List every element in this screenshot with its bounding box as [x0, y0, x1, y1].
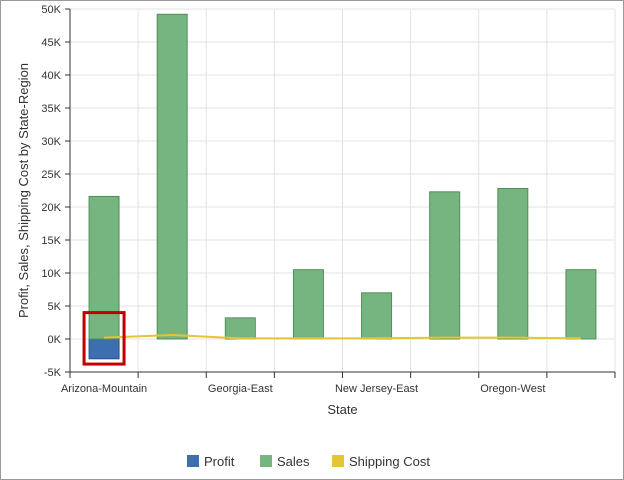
line-shipping-cost[interactable]: [104, 334, 581, 340]
y-tick-labels: -5K 0K 5K 10K 15K 20K 25K 30K 35K 40K 45K 50K: [41, 4, 61, 379]
y-tick-label: 45K: [41, 37, 61, 49]
bar-sales[interactable]: [88, 195, 120, 340]
y-tick-label: 25K: [41, 169, 61, 181]
y-axis-title: Profit, Sales, Shipping Cost by State-Re…: [16, 63, 31, 318]
x-tick-label: New Jersey-East: [335, 383, 418, 395]
x-tick-labels: Arizona-Mountain Georgia-East New Jersey-E…: [61, 383, 545, 395]
legend-swatch-shipping-cost[interactable]: [332, 455, 344, 467]
chart-axes: [65, 8, 616, 378]
legend-label[interactable]: Shipping Cost: [349, 454, 430, 469]
legend-swatch-profit[interactable]: [187, 455, 199, 467]
bar-sales[interactable]: [565, 269, 597, 340]
y-tick-label: 50K: [41, 4, 61, 16]
chart-grid: [69, 8, 616, 373]
y-tick-label: 35K: [41, 103, 61, 115]
y-tick-label: -5K: [44, 367, 62, 379]
x-axis-title: State: [327, 402, 357, 417]
bar-sales[interactable]: [497, 188, 529, 340]
bar-sales[interactable]: [361, 292, 393, 340]
y-tick-label: 40K: [41, 70, 61, 82]
series-lines: [104, 334, 581, 340]
highlight-box: [82, 311, 126, 366]
bar-sales[interactable]: [429, 191, 461, 340]
x-tick-label: Georgia-East: [208, 383, 273, 395]
y-tick-label: 20K: [41, 202, 61, 214]
legend: Profit Sales Shipping Cost: [187, 454, 430, 469]
y-tick-label: 30K: [41, 136, 61, 148]
bars: [88, 13, 597, 360]
x-tick-label: Arizona-Mountain: [61, 383, 147, 395]
y-tick-label: 10K: [41, 268, 61, 280]
bar-sales[interactable]: [156, 13, 188, 340]
legend-swatch-sales[interactable]: [260, 455, 272, 467]
legend-label[interactable]: Sales: [277, 454, 310, 469]
legend-label[interactable]: Profit: [204, 454, 235, 469]
y-tick-label: 0K: [48, 334, 62, 346]
x-tick-label: Oregon-West: [480, 383, 545, 395]
bar-sales[interactable]: [224, 317, 256, 340]
y-tick-label: 15K: [41, 235, 61, 247]
bar-profit[interactable]: [88, 338, 120, 360]
bar-sales[interactable]: [292, 269, 324, 340]
y-tick-label: 5K: [48, 301, 62, 313]
